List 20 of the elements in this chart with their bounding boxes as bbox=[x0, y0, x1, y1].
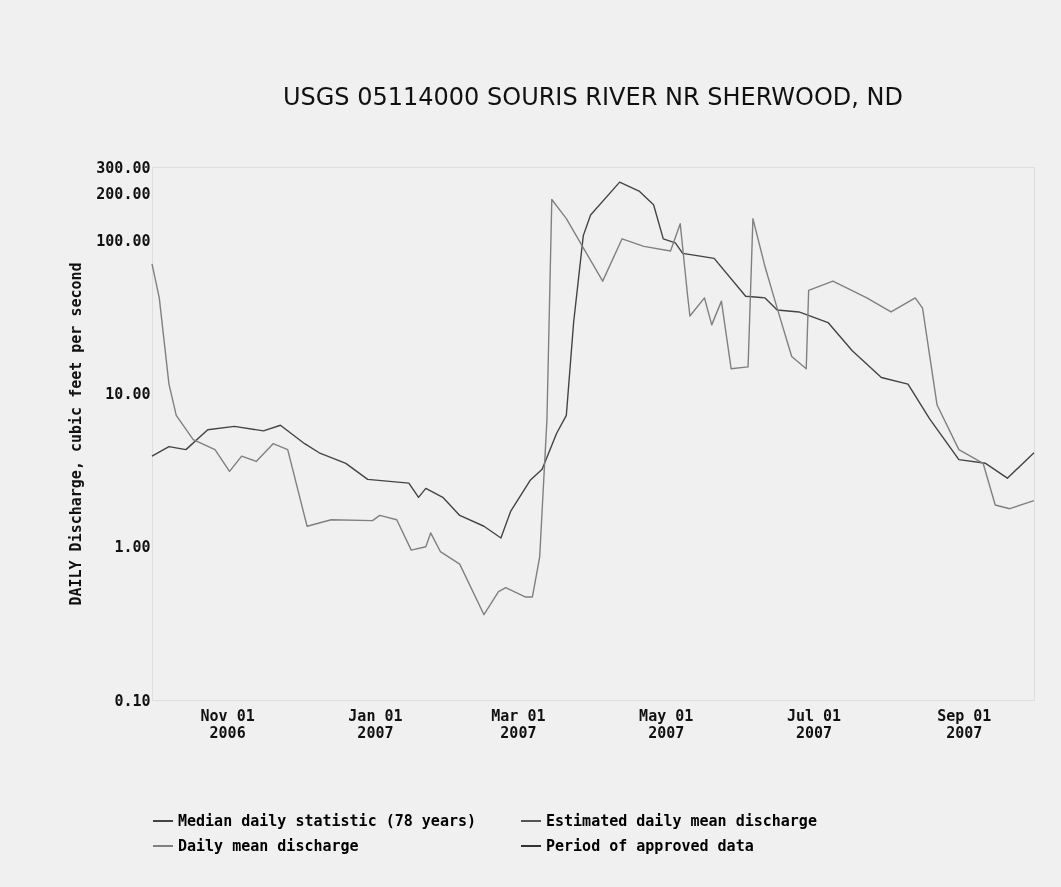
chart-title: USGS 05114000 SOURIS RIVER NR SHERWOOD, ND bbox=[282, 83, 904, 111]
y-tick-label: 0.10 bbox=[114, 691, 151, 710]
y-tick-label: 10.00 bbox=[105, 384, 151, 403]
y-tick-label: 1.00 bbox=[114, 538, 151, 557]
x-tick-label: Mar 01 2007 bbox=[491, 706, 546, 742]
x-tick-label: Jul 01 2007 bbox=[786, 706, 842, 742]
line-series bbox=[151, 198, 1035, 616]
line-series bbox=[151, 181, 1035, 539]
y-tick-label: 300.00 bbox=[96, 158, 151, 177]
x-tick-label: May 01 2007 bbox=[639, 706, 694, 742]
x-tick-label: Nov 01 2006 bbox=[200, 706, 255, 742]
legend-label: Estimated daily mean discharge bbox=[546, 812, 817, 830]
x-tick-label: Jan 01 2007 bbox=[348, 706, 403, 742]
y-tick-label: 100.00 bbox=[96, 231, 151, 250]
legend-label: Daily mean discharge bbox=[178, 837, 359, 855]
y-tick-label: 200.00 bbox=[96, 185, 151, 204]
legend-label: Period of approved data bbox=[546, 837, 754, 855]
legend-label: Median daily statistic (78 years) bbox=[178, 812, 477, 830]
y-axis-title: DAILY Discharge, cubic feet per second bbox=[67, 262, 86, 606]
x-tick-label: Sep 01 2007 bbox=[937, 706, 992, 742]
